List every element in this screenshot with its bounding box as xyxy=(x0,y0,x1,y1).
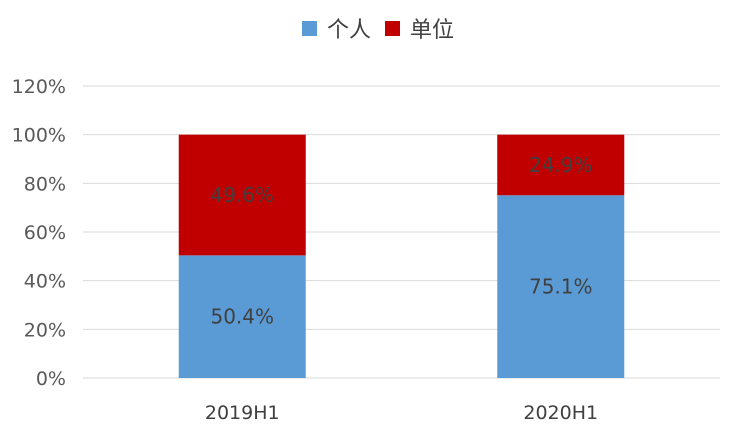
legend-swatch xyxy=(302,21,317,36)
y-tick-label: 20% xyxy=(24,319,66,341)
bar-segment xyxy=(497,195,625,378)
legend: 个人 单位 xyxy=(302,18,454,43)
bars xyxy=(178,134,625,378)
y-tick-label: 120% xyxy=(12,76,66,98)
data-label: 75.1% xyxy=(529,275,593,299)
legend-label: 单位 xyxy=(410,18,454,43)
x-category-label: 2019H1 xyxy=(205,402,280,424)
legend-swatch xyxy=(385,21,400,36)
bar-segment xyxy=(497,134,625,196)
legend-label: 个人 xyxy=(327,18,371,43)
data-label: 49.6% xyxy=(210,183,274,207)
y-tick-label: 60% xyxy=(24,222,66,244)
y-tick-label: 100% xyxy=(12,125,66,147)
data-label: 24.9% xyxy=(529,153,593,177)
x-axis: 2019H1 2020H1 xyxy=(205,402,598,424)
y-tick-label: 40% xyxy=(24,271,66,293)
y-tick-label: 80% xyxy=(24,173,66,195)
data-labels: 50.4% 49.6% 75.1% 24.9% xyxy=(210,153,592,329)
bar-segment xyxy=(178,255,306,378)
x-category-label: 2020H1 xyxy=(523,402,598,424)
data-label: 50.4% xyxy=(210,305,274,329)
bar-segment xyxy=(178,134,306,256)
y-axis: 0% 20% 40% 60% 80% 100% 120% xyxy=(12,76,66,390)
gridlines xyxy=(83,85,720,379)
y-tick-label: 0% xyxy=(36,368,66,390)
